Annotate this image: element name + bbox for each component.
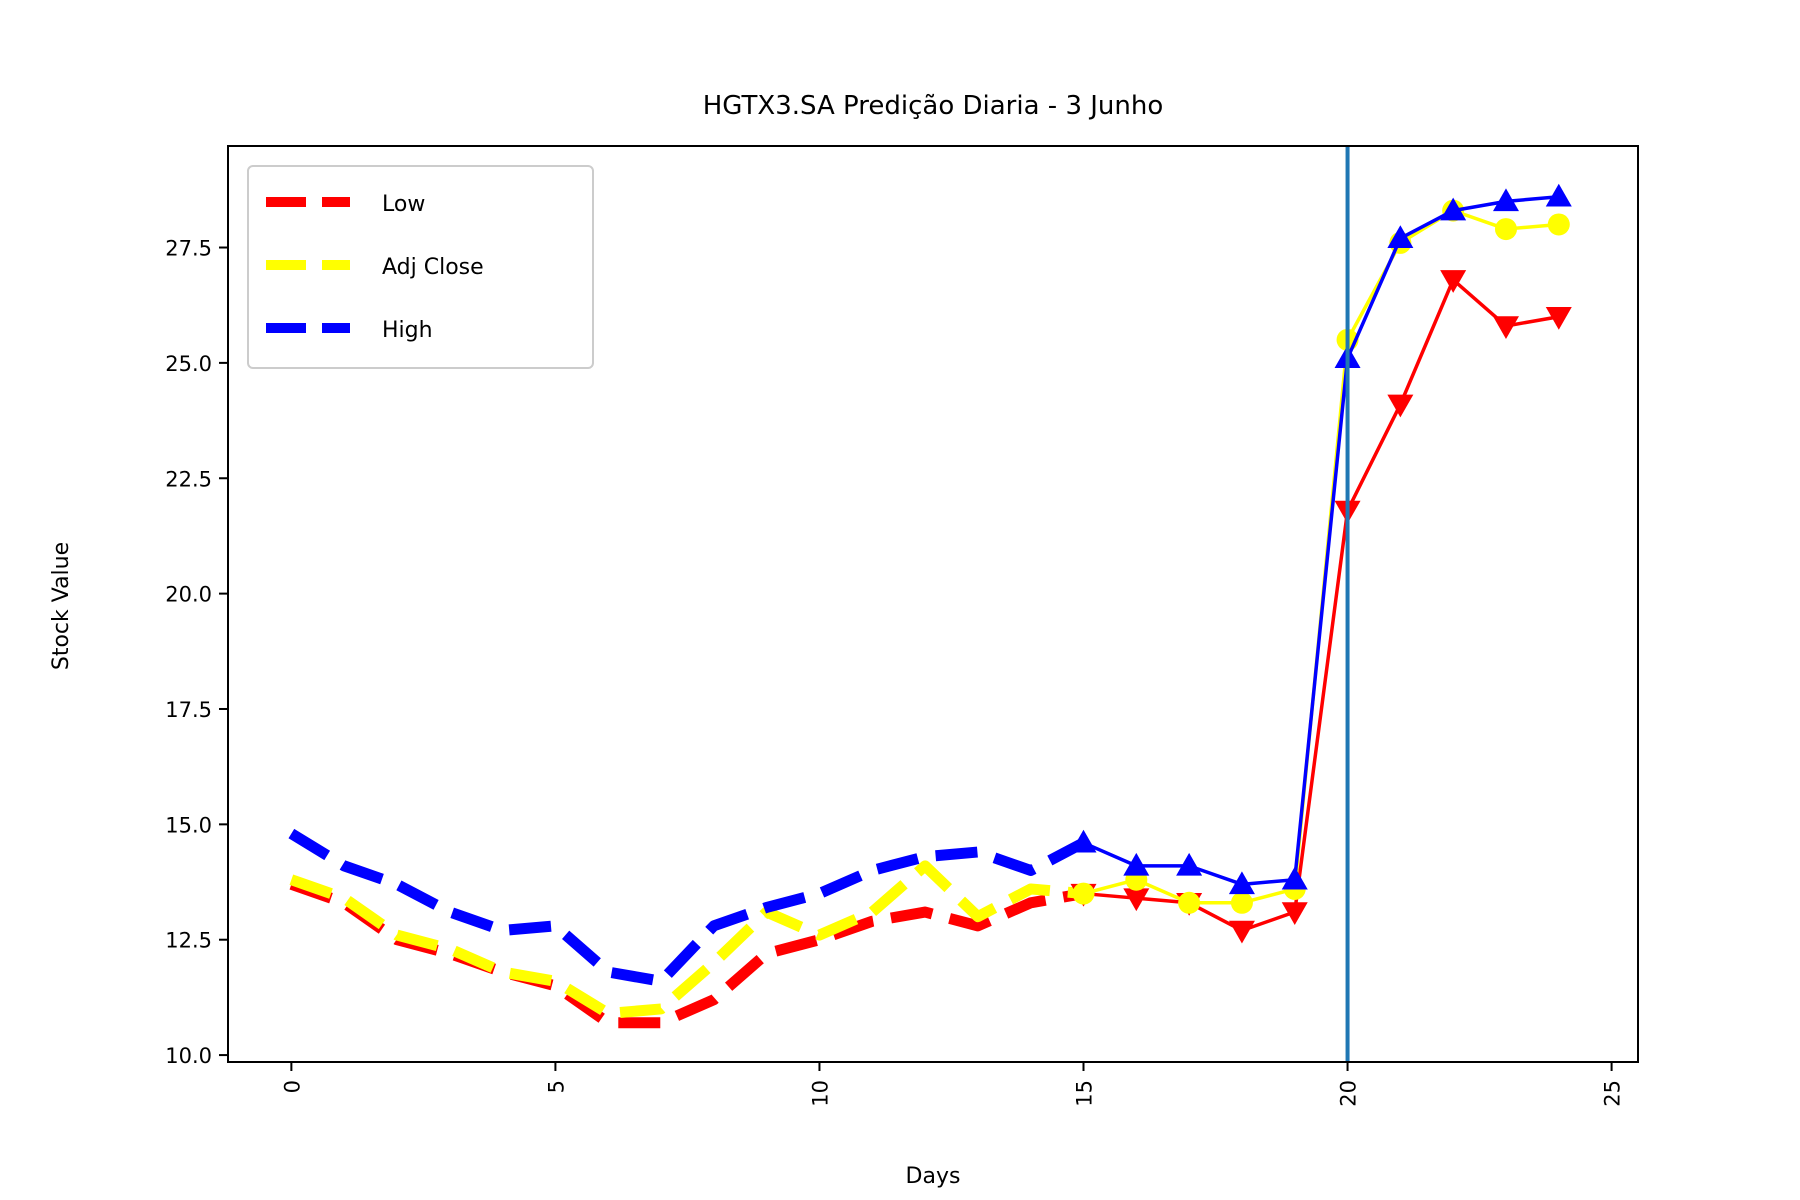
x-axis-label: Days bbox=[906, 1164, 961, 1189]
forecast-point-adj-close bbox=[1230, 891, 1253, 914]
y-tick-label: 27.5 bbox=[165, 237, 212, 261]
axes-frame bbox=[227, 145, 1639, 1063]
legend: Low Adj Close High bbox=[247, 165, 594, 369]
y-tick-label: 15.0 bbox=[165, 813, 212, 837]
forecast-point-high bbox=[1176, 852, 1203, 876]
legend-item-high: High bbox=[266, 318, 433, 343]
x-tick-label: 10 bbox=[808, 1080, 832, 1107]
forecast-line-high bbox=[1082, 195, 1559, 887]
legend-label-low: Low bbox=[382, 192, 425, 217]
forecast-point-high bbox=[1070, 829, 1097, 853]
y-tick-label: 12.5 bbox=[165, 929, 212, 953]
x-tick-label: 0 bbox=[280, 1080, 304, 1093]
x-tick-label: 25 bbox=[1601, 1080, 1625, 1107]
forecast-point-low bbox=[1281, 902, 1308, 926]
forecast-point-adj-close bbox=[1547, 213, 1570, 236]
x-tick-label: 5 bbox=[544, 1080, 568, 1093]
legend-frame bbox=[247, 165, 594, 369]
forecast-point-low bbox=[1123, 888, 1150, 912]
y-tick-label: 22.5 bbox=[165, 467, 212, 491]
legend-item-adj-close: Adj Close bbox=[266, 255, 484, 280]
forecast-point-low bbox=[1545, 306, 1572, 330]
legend-item-low: Low bbox=[266, 192, 425, 217]
legend-label-adj-close: Adj Close bbox=[382, 255, 484, 280]
y-axis-label: Stock Value bbox=[49, 542, 74, 670]
y-tick-label: 20.0 bbox=[165, 583, 212, 607]
forecast-point-high bbox=[1228, 871, 1255, 895]
forecast-point-high bbox=[1387, 225, 1414, 249]
legend-label-high: High bbox=[382, 318, 433, 343]
forecast-point-low bbox=[1228, 920, 1255, 944]
forecast-point-adj-close bbox=[1494, 218, 1517, 241]
y-tick-label: 10.0 bbox=[165, 1044, 212, 1068]
series-line-high bbox=[288, 828, 1087, 987]
forecast-point-high bbox=[1281, 866, 1308, 890]
forecast-point-low bbox=[1387, 394, 1414, 418]
y-tick-label: 25.0 bbox=[165, 352, 212, 376]
forecast-point-adj-close bbox=[1178, 891, 1201, 914]
forecast-point-high bbox=[1545, 183, 1572, 207]
forecast-point-low bbox=[1440, 270, 1467, 293]
forecast-line-low bbox=[1083, 278, 1560, 933]
forecast-point-adj-close bbox=[1072, 882, 1095, 905]
forecast-point-low bbox=[1492, 316, 1519, 339]
forecast-point-high bbox=[1123, 852, 1150, 876]
forecast-point-high bbox=[1492, 188, 1519, 212]
series-line-adj-close bbox=[289, 860, 1084, 1020]
plot-content bbox=[288, 183, 1572, 1029]
x-tick-label: 20 bbox=[1337, 1080, 1361, 1107]
plot-area: 0 5 10 15 20 25 10.0 12.5 15.0 17.5 20.0 22.5 25.0 27… bbox=[165, 145, 1639, 1107]
y-tick-label: 17.5 bbox=[165, 698, 212, 722]
x-tick-label: 15 bbox=[1073, 1080, 1097, 1107]
forecast-point-high bbox=[1440, 197, 1467, 221]
chart-title: HGTX3.SA Predição Diaria - 3 Junho bbox=[703, 91, 1164, 121]
